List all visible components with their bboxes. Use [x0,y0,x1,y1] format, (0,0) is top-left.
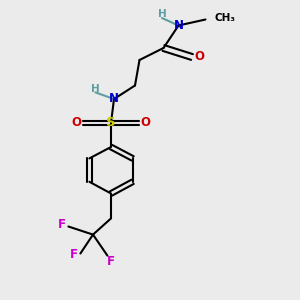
Text: CH₃: CH₃ [214,13,236,23]
Text: O: O [194,50,205,64]
Text: O: O [72,116,82,130]
Text: F: F [106,255,114,268]
Text: F: F [70,248,78,262]
Text: H: H [91,84,100,94]
Text: H: H [158,9,166,20]
Text: N: N [109,92,119,106]
Text: S: S [106,116,116,130]
Text: F: F [58,218,66,232]
Text: N: N [173,19,184,32]
Text: O: O [140,116,150,130]
